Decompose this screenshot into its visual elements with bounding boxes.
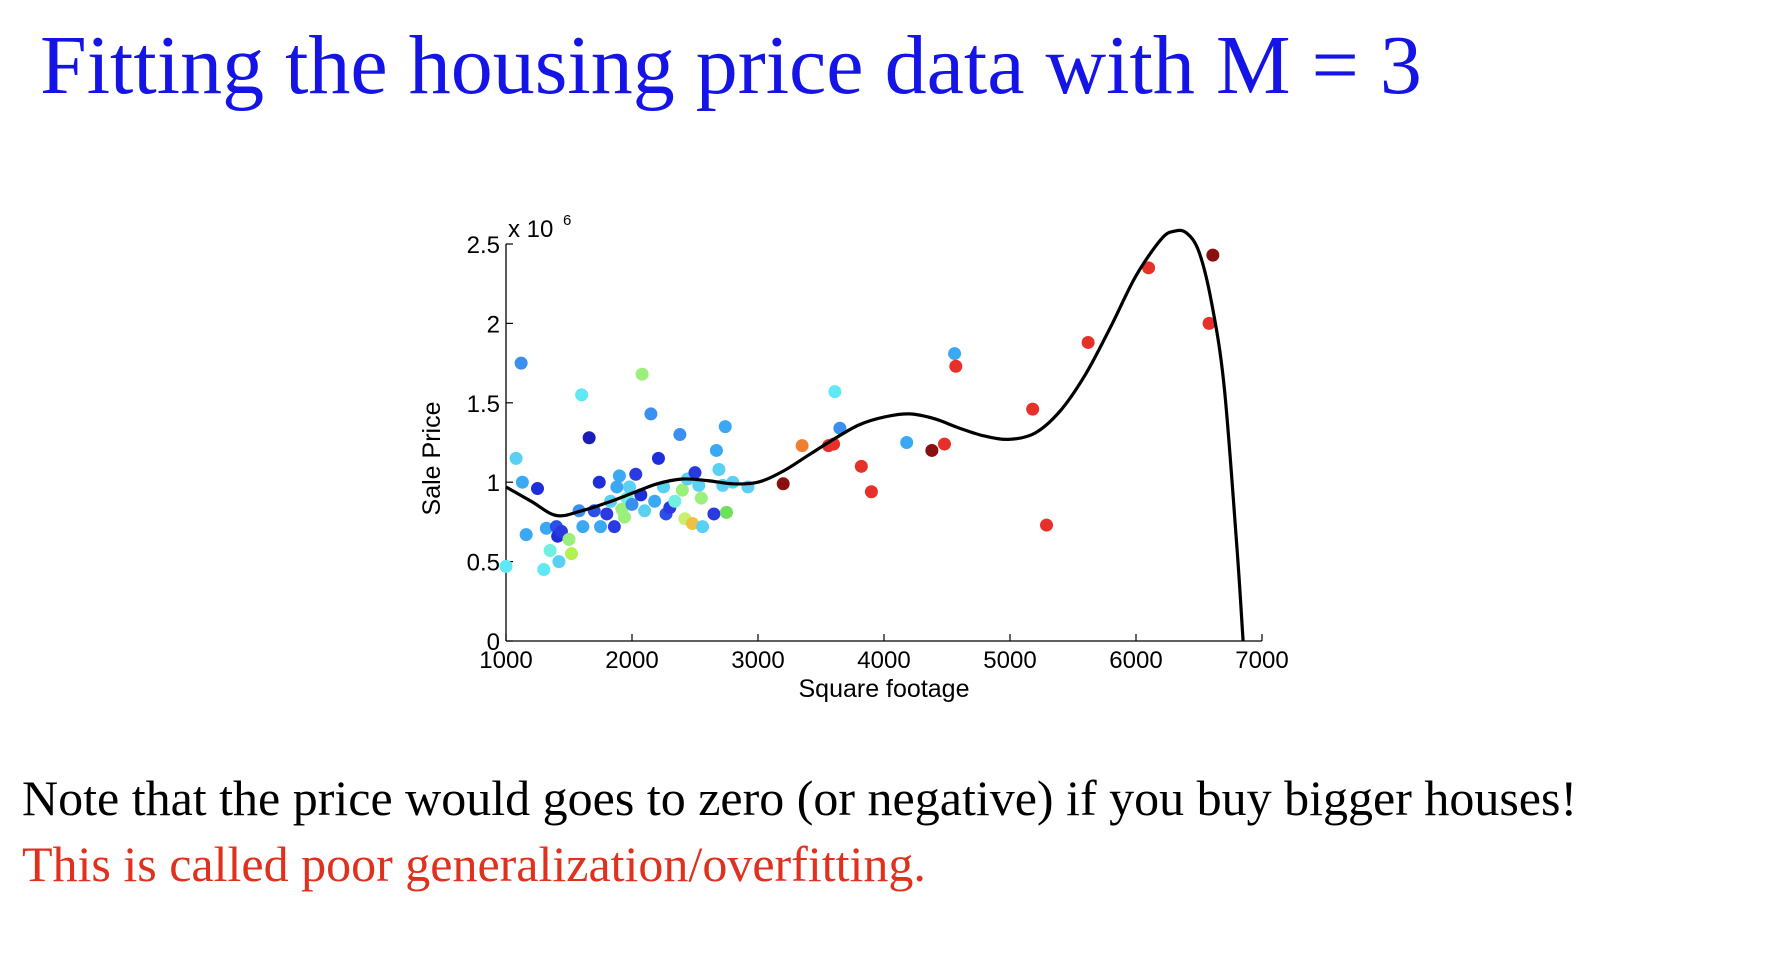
- data-point: [629, 467, 643, 481]
- data-point: [1142, 261, 1156, 275]
- data-point: [673, 428, 687, 442]
- data-point: [651, 451, 665, 465]
- x-tick-label: 6000: [1109, 647, 1162, 674]
- data-point: [638, 504, 652, 518]
- data-point: [519, 528, 533, 542]
- y-tick-label: 2: [487, 311, 500, 338]
- y-axis-label: Sale Price: [418, 402, 446, 516]
- data-point: [610, 480, 624, 494]
- data-point: [622, 480, 636, 494]
- note-text: Note that the price would goes to zero (…: [22, 770, 1578, 826]
- data-point: [776, 477, 790, 491]
- y-tick-label: 0.5: [467, 550, 500, 577]
- data-point: [668, 494, 682, 508]
- data-point: [949, 359, 963, 373]
- data-point: [694, 491, 708, 505]
- data-point: [576, 520, 590, 534]
- data-point: [900, 436, 914, 449]
- data-point: [1026, 402, 1040, 416]
- data-point: [625, 497, 639, 511]
- data-point: [607, 520, 621, 534]
- data-point: [709, 443, 723, 457]
- data-point: [499, 559, 513, 573]
- x-tick-label: 1000: [479, 647, 532, 674]
- data-point: [833, 421, 847, 435]
- data-point: [582, 431, 596, 445]
- data-point: [925, 443, 939, 457]
- y-tick-label: 1: [487, 470, 500, 497]
- scatter-points: [499, 248, 1220, 577]
- data-point: [562, 532, 576, 546]
- data-point: [592, 475, 606, 489]
- y-tick-label: 0: [487, 629, 500, 656]
- data-point: [552, 555, 566, 569]
- data-point: [539, 521, 553, 535]
- data-point: [600, 507, 614, 521]
- data-point: [937, 437, 951, 451]
- y-multiplier-label: x 10: [508, 216, 553, 243]
- data-point: [712, 462, 726, 476]
- data-point: [575, 388, 589, 402]
- y-tick-label: 2.5: [467, 232, 500, 259]
- data-point: [685, 516, 699, 530]
- data-point: [707, 507, 721, 521]
- data-point: [675, 483, 689, 497]
- data-point: [1081, 335, 1095, 349]
- fit-curve-line: [505, 228, 1245, 642]
- x-axis-label: Square footage: [799, 675, 970, 703]
- x-tick-label: 3000: [731, 647, 784, 674]
- data-point: [515, 475, 529, 489]
- data-point: [543, 543, 557, 557]
- data-point: [1040, 518, 1054, 532]
- data-point: [594, 520, 607, 534]
- data-point: [644, 407, 658, 421]
- x-tick-label: 4000: [857, 647, 910, 674]
- data-point: [718, 420, 732, 434]
- fit-curve-group: [505, 228, 1245, 642]
- data-point: [514, 356, 528, 370]
- data-point: [795, 439, 809, 453]
- data-point: [648, 494, 662, 508]
- data-point: [612, 469, 626, 483]
- x-tick-label: 2000: [605, 647, 658, 674]
- chart-axes: [505, 243, 1263, 642]
- data-point: [828, 385, 842, 399]
- data-point: [635, 367, 649, 381]
- overfitting-conclusion: This is called poor generalization/overf…: [22, 836, 926, 892]
- data-point: [1202, 316, 1216, 330]
- data-point: [948, 347, 962, 361]
- y-tick-label: 1.5: [467, 391, 500, 418]
- data-point: [692, 478, 706, 492]
- data-point: [688, 466, 702, 480]
- data-point: [854, 459, 868, 473]
- data-point: [696, 520, 710, 534]
- data-point: [864, 485, 878, 499]
- data-point: [509, 451, 523, 465]
- x-tick-label: 5000: [983, 647, 1036, 674]
- data-point: [617, 510, 631, 524]
- chart-labels: 1000 2000 3000 4000 5000 6000 7000 0 0.5 1 1.5 2 2.5…: [418, 212, 1289, 703]
- x-tick-label: 7000: [1235, 647, 1288, 674]
- data-point: [720, 505, 733, 519]
- slide-title: Fitting the housing price data with M = …: [40, 19, 1422, 112]
- y-multiplier-exponent: 6: [563, 212, 571, 229]
- data-point: [1206, 248, 1220, 262]
- data-point: [531, 482, 544, 496]
- data-point: [537, 563, 551, 577]
- data-point: [565, 547, 579, 561]
